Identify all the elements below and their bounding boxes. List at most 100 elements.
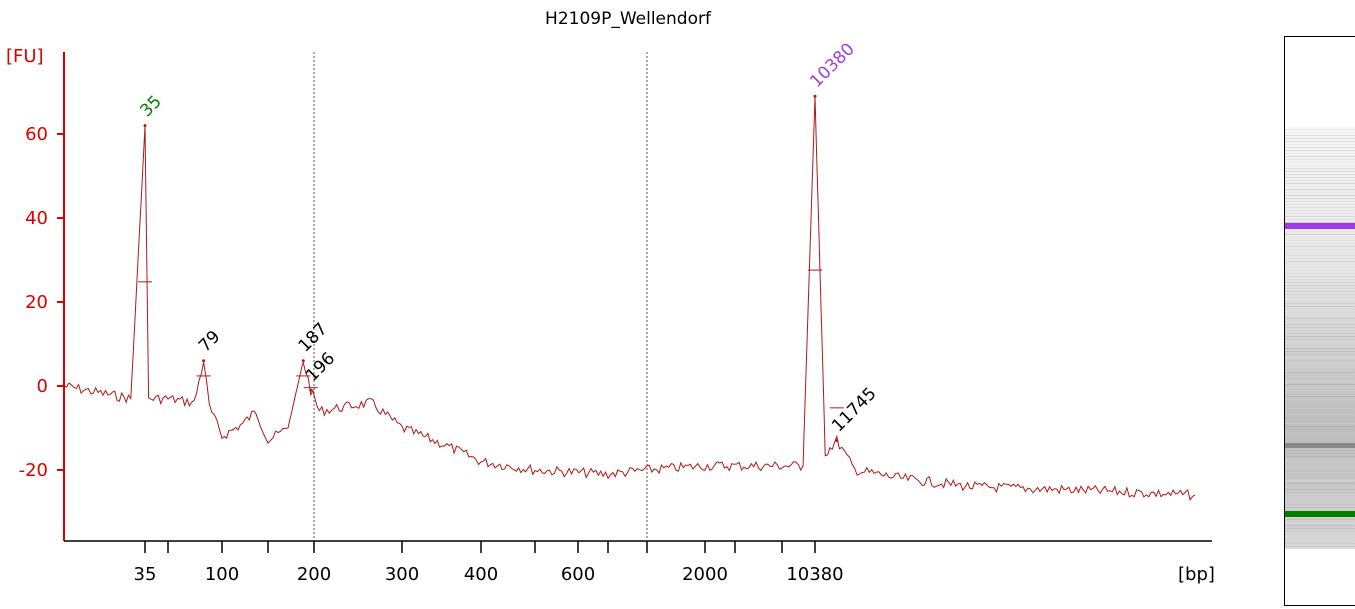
x-tick-label: 2000 xyxy=(682,564,728,585)
gel-texture-line xyxy=(1285,342,1355,343)
gel-lane-background xyxy=(1285,127,1355,549)
gel-texture-line xyxy=(1285,291,1355,292)
gel-texture-line xyxy=(1285,357,1355,358)
gel-texture-line xyxy=(1285,420,1355,421)
gel-texture-line xyxy=(1285,504,1355,505)
gel-texture-line xyxy=(1285,135,1355,136)
peak-point xyxy=(835,439,839,443)
gel-texture-line xyxy=(1285,510,1355,511)
gel-texture-line xyxy=(1285,297,1355,298)
gel-texture-line xyxy=(1285,258,1355,259)
gel-texture-line xyxy=(1285,300,1355,301)
gel-texture-line xyxy=(1285,288,1355,289)
series-line xyxy=(63,96,1196,501)
y-axis-label: [FU] xyxy=(6,46,44,67)
gel-texture-line xyxy=(1285,141,1355,142)
gel-texture-line xyxy=(1285,159,1355,160)
gel-texture-line xyxy=(1285,348,1355,349)
gel-texture-line xyxy=(1285,147,1355,148)
gel-texture-line xyxy=(1285,276,1355,277)
gel-texture-line xyxy=(1285,213,1355,214)
gel-texture-line xyxy=(1285,240,1355,241)
y-tick-label: 20 xyxy=(25,292,48,313)
gel-texture-line xyxy=(1285,507,1355,508)
peak-point xyxy=(813,94,817,98)
x-tick-label: 600 xyxy=(561,564,595,585)
gel-texture-line xyxy=(1285,486,1355,487)
gel-band-marker xyxy=(1285,511,1355,517)
gel-texture-line xyxy=(1285,519,1355,520)
gel-texture-line xyxy=(1285,198,1355,199)
gel-texture-line xyxy=(1285,453,1355,454)
gel-texture-line xyxy=(1285,324,1355,325)
gel-texture-line xyxy=(1285,456,1355,457)
gel-texture-line xyxy=(1285,306,1355,307)
gel-texture-line xyxy=(1285,234,1355,235)
peak-point xyxy=(301,359,305,363)
gel-texture-line xyxy=(1285,339,1355,340)
x-tick-label: 10380 xyxy=(786,564,843,585)
gel-texture-line xyxy=(1285,330,1355,331)
gel-texture-line xyxy=(1285,249,1355,250)
gel-texture-line xyxy=(1285,237,1355,238)
gel-texture-line xyxy=(1285,399,1355,400)
gel-texture-line xyxy=(1285,294,1355,295)
gel-texture-line xyxy=(1285,216,1355,217)
gel-texture-line xyxy=(1285,480,1355,481)
gel-texture-line xyxy=(1285,534,1355,535)
gel-texture-line xyxy=(1285,222,1355,223)
gel-texture-line xyxy=(1285,273,1355,274)
gel-texture-line xyxy=(1285,345,1355,346)
x-tick-label: 200 xyxy=(297,564,331,585)
gel-texture-line xyxy=(1285,495,1355,496)
gel-texture-line xyxy=(1285,231,1355,232)
x-tick-label: 400 xyxy=(464,564,498,585)
y-ticks: 60 40 20 0 -20 xyxy=(19,124,64,481)
gel-texture-line xyxy=(1285,180,1355,181)
gel-texture-line xyxy=(1285,378,1355,379)
gel-texture-line xyxy=(1285,219,1355,220)
gel-texture-line xyxy=(1285,168,1355,169)
gel-texture-line xyxy=(1285,417,1355,418)
gel-texture-line xyxy=(1285,315,1355,316)
gel-texture-line xyxy=(1285,531,1355,532)
gel-lane xyxy=(1284,36,1355,606)
gel-texture-line xyxy=(1285,492,1355,493)
gel-texture-line xyxy=(1285,270,1355,271)
gel-texture-line xyxy=(1285,186,1355,187)
gel-texture-line xyxy=(1285,282,1355,283)
gel-texture-line xyxy=(1285,543,1355,544)
gel-texture-line xyxy=(1285,195,1355,196)
x-tick-label: 300 xyxy=(385,564,419,585)
gel-image xyxy=(1285,127,1355,549)
peak-point xyxy=(309,388,313,392)
gel-texture-line xyxy=(1285,156,1355,157)
gel-texture-line xyxy=(1285,396,1355,397)
gel-texture-line xyxy=(1285,201,1355,202)
gel-texture-line xyxy=(1285,381,1355,382)
gel-texture-line xyxy=(1285,207,1355,208)
gel-texture-line xyxy=(1285,435,1355,436)
gel-texture-line xyxy=(1285,429,1355,430)
gel-texture-line xyxy=(1285,132,1355,133)
x-axis-label: [bp] xyxy=(1178,564,1215,585)
gel-texture-line xyxy=(1285,351,1355,352)
gel-texture-line xyxy=(1285,525,1355,526)
gel-texture-line xyxy=(1285,243,1355,244)
gel-texture-line xyxy=(1285,204,1355,205)
gel-texture-line xyxy=(1285,426,1355,427)
gel-texture-line xyxy=(1285,171,1355,172)
gel-texture-line xyxy=(1285,177,1355,178)
gel-texture-line xyxy=(1285,387,1355,388)
gel-texture-line xyxy=(1285,153,1355,154)
gel-texture-line xyxy=(1285,150,1355,151)
gel-texture-line xyxy=(1285,375,1355,376)
peak-label: 35 xyxy=(136,92,165,121)
gel-texture-line xyxy=(1285,411,1355,412)
peak-point xyxy=(202,359,206,363)
gel-texture-line xyxy=(1285,267,1355,268)
gel-texture-line xyxy=(1285,483,1355,484)
gel-texture-line xyxy=(1285,279,1355,280)
trace-layer xyxy=(63,96,1196,501)
